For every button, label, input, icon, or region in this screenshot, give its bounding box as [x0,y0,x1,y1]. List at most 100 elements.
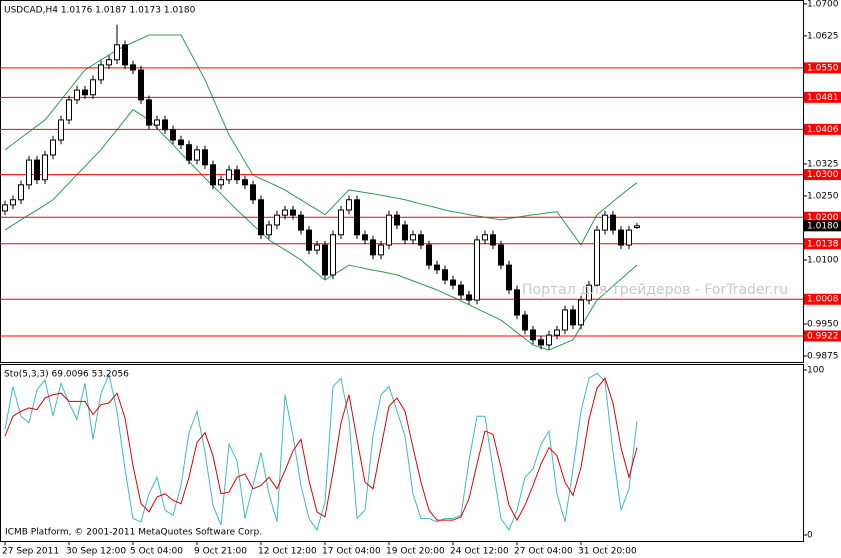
level-label-box [804,169,841,181]
upper-band [4,34,638,246]
candle-body [234,169,240,181]
candle-body [386,214,392,246]
y-tick-label: 1.0625 [807,31,839,41]
candle-body [442,269,448,281]
candle-body [50,139,56,156]
level-label-box [804,211,841,223]
candle-body [394,214,400,226]
candle-body [34,159,40,181]
candle-body [626,229,632,246]
candle-body [362,234,368,241]
x-tick-label: 12 Oct 12:00 [258,547,317,557]
candle-body [98,64,104,81]
candle-body [538,339,544,346]
candle-body [314,244,320,251]
candle-body [42,154,48,181]
candle-body [122,44,128,66]
x-tick-label: 5 Oct 04:00 [130,547,183,557]
candle-body [218,179,224,186]
candle-body [26,159,32,186]
level-label: 1.0200 [807,213,839,223]
candle-body [562,309,568,331]
candle-body [194,149,200,161]
stochastic-line [4,377,638,522]
level-label-box [804,238,841,250]
stochastic-panel-frame [0,364,804,542]
candle-body [522,314,528,331]
watermark: Портал для трейдеров - ForTrader.ru [522,282,788,298]
indicator-title: Sto(5,3,3) 69.0096 53.2056 [4,370,129,380]
price-label-box [804,220,841,232]
candle-body [226,169,232,181]
main-panel-frame [0,0,804,363]
candle-body [546,334,552,346]
candle-body [242,179,248,186]
level-label: 1.0406 [807,125,839,135]
level-label: 1.0481 [807,93,839,103]
candle-body [594,229,600,286]
candle-body [82,89,88,96]
level-label-box [804,330,841,342]
y-tick-label: 1.0100 [807,255,839,265]
candle-body [450,279,456,286]
price-label: 1.0180 [807,221,839,231]
candle-body [282,209,288,216]
candle-body [322,244,328,276]
candle-body [146,99,152,126]
candle-body [602,214,608,231]
candle-body [586,284,592,301]
candle-body [2,204,8,212]
level-label-box [804,91,841,103]
candle-body [578,299,584,326]
level-label-box [804,293,841,305]
level-label-box [804,123,841,135]
level-label: 1.0300 [807,170,839,180]
candle-body [402,224,408,241]
candle-body [634,225,640,229]
candle-body [554,329,560,336]
y-tick-label: 0.9950 [807,320,839,330]
candle-body [530,329,536,341]
y-tick-label: 1.0325 [807,159,839,169]
lower-band [4,109,638,351]
x-tick-label: 19 Oct 20:00 [386,547,445,557]
candle-body [266,224,272,236]
candle-body [474,239,480,301]
candle-body [178,139,184,146]
candle-body [202,149,208,166]
candle-body [618,229,624,246]
candle-body [290,209,296,216]
level-label: 1.0138 [807,239,839,249]
candle-body [10,199,16,206]
chart-title: USDCAD,H4 1.0176 1.0187 1.0173 1.0180 [4,6,196,16]
candle-body [170,129,176,141]
x-tick-label: 27 Sep 2011 [2,547,59,557]
level-label: 1.0550 [807,63,839,73]
candle-body [466,294,472,301]
x-tick-label: 24 Oct 12:00 [450,547,509,557]
candle-body [18,184,24,201]
candle-body [306,229,312,251]
candle-body [186,144,192,161]
candle-body [250,184,256,201]
y-tick-label: 1.0700 [807,0,839,9]
level-label: 0.9922 [807,331,839,341]
x-tick-label: 9 Oct 21:00 [194,547,247,557]
candle-body [298,214,304,231]
candle-body [506,264,512,291]
stochastic-line [4,372,638,532]
candle-body [378,244,384,256]
candle-body [410,234,416,241]
copyright: ICMB Platform, © 2001-2011 MetaQuotes So… [5,528,262,538]
candle-body [434,264,440,271]
candle-body [354,199,360,236]
candle-body [138,69,144,101]
level-label: 1.0008 [807,295,839,305]
candle-body [74,89,80,101]
candle-body [106,59,112,66]
candle-body [210,164,216,186]
x-tick-label: 30 Sep 12:00 [66,547,126,557]
y-tick-label: 1.0250 [807,191,839,201]
candle-body [570,309,576,326]
